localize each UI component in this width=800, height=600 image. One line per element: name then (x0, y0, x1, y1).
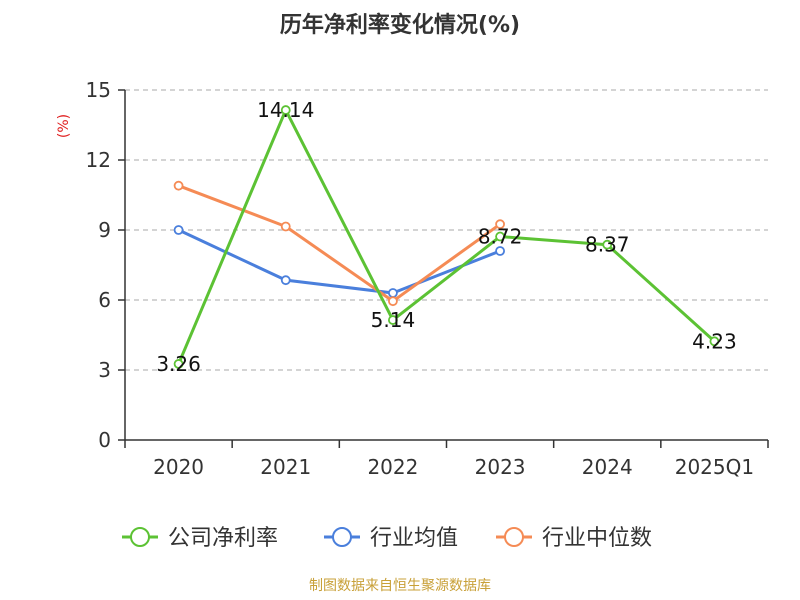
legend-swatch-marker-1 (332, 527, 352, 547)
y-tick-label-2: 6 (98, 288, 111, 312)
x-tick-label-2: 2022 (367, 455, 418, 479)
series-line-1 (177, 228, 501, 295)
y-tick-label-5: 15 (86, 78, 111, 102)
axes: 0 3 6 9 12 15 2020 2021 2022 2023 2024 2025Q1 (86, 78, 769, 479)
x-tick-label-3: 2023 (475, 455, 526, 479)
data-label-4: 8.37 (585, 233, 630, 257)
series-2-point-3 (495, 219, 505, 230)
data-labels: 3.26 14.14 5.14 8.72 8.37 4.23 (156, 98, 736, 376)
legend-swatch-marker-2 (504, 527, 524, 547)
legend-label-0: 公司净利率 (168, 526, 278, 551)
series-0-point-3 (495, 231, 505, 242)
data-label-3: 8.72 (478, 225, 523, 249)
series-0-point-0 (173, 359, 184, 369)
legend-label-2: 行业中位数 (542, 526, 652, 551)
y-tick-label-0: 0 (98, 428, 111, 452)
series-1-point-2 (388, 288, 398, 298)
series-2-point-0 (173, 180, 184, 191)
series-2-point-2 (388, 296, 398, 307)
grid-lines (125, 89, 768, 371)
y-tick-label-1: 3 (98, 358, 111, 382)
data-label-1: 14.14 (257, 98, 314, 122)
series-lines (173, 105, 720, 369)
data-label-2: 5.14 (371, 308, 416, 332)
source-note: 制图数据来自恒生聚源数据库 (309, 578, 491, 594)
y-tick-label-4: 12 (86, 148, 111, 172)
series-line-2 (178, 184, 501, 303)
series-0-point-4 (602, 239, 613, 250)
x-tick-label-0: 2020 (153, 455, 204, 479)
series-0-point-1 (280, 105, 291, 115)
data-label-5: 4.23 (692, 329, 737, 353)
series-line-0 (177, 108, 716, 365)
legend-label-1: 行业均值 (370, 526, 458, 551)
legend[interactable]: 公司净利率 行业均值 行业中位数 (122, 526, 652, 551)
x-tick-label-1: 2021 (260, 455, 311, 479)
x-tick-label-5: 2025Q1 (675, 455, 754, 479)
data-label-0: 3.26 (156, 352, 201, 376)
chart-title: 历年净利率变化情况(%) (280, 12, 520, 38)
series-1-point-0 (173, 225, 184, 235)
legend-item-1[interactable]: 行业均值 (324, 526, 458, 551)
legend-item-0[interactable]: 公司净利率 (122, 526, 278, 551)
x-tick-label-4: 2024 (582, 455, 633, 479)
y-axis-label: (%) (56, 114, 72, 138)
series-0-point-5 (709, 336, 720, 347)
legend-item-2[interactable]: 行业中位数 (496, 526, 652, 551)
series-1-point-1 (280, 275, 291, 286)
series-1-point-3 (495, 246, 505, 256)
y-tick-label-3: 9 (98, 218, 111, 242)
series-2-point-1 (280, 221, 291, 232)
legend-swatch-marker-0 (130, 527, 150, 547)
series-0-point-2 (388, 315, 398, 325)
